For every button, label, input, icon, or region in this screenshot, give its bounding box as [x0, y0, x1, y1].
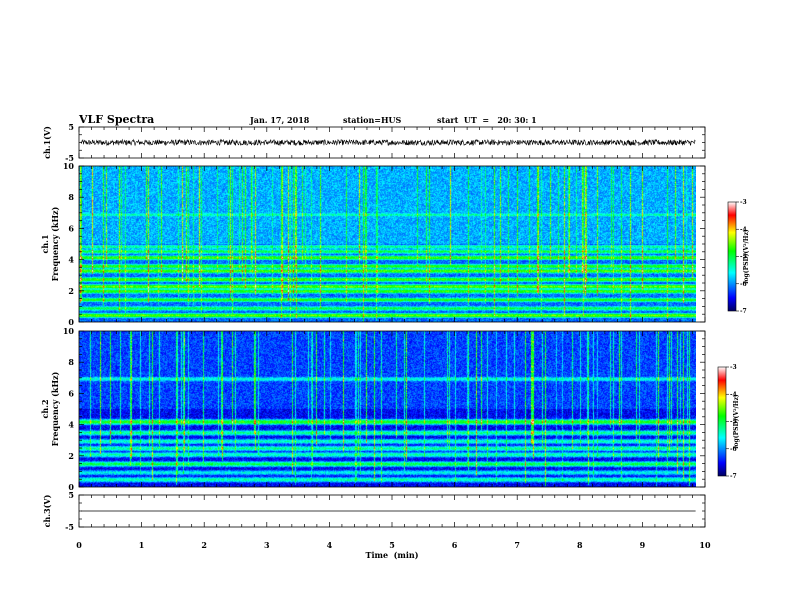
- colorbar-ch2-spectrogram: -3 -4 -5 -6 -7 log(PSD)(V²/Hz): [717, 364, 740, 480]
- y-tick-label: -5: [65, 153, 74, 163]
- y-tick-label: -5: [65, 522, 74, 532]
- y-tick-label: 0: [68, 317, 74, 327]
- spectrogram-image-ch1-spectrogram: [79, 166, 696, 322]
- y-tick-label: 6: [68, 223, 74, 233]
- y-axis-ch2-spectrogram: 0 2 4 6 8 10: [63, 326, 705, 492]
- x-tick-label: 10: [699, 540, 711, 550]
- y-tick-label: 2: [68, 286, 74, 296]
- colorbar-ch1-spectrogram: -3 -4 -5 -6 -7 log(PSD)(V²/Hz): [727, 199, 750, 315]
- y-axis-ch1-spectrogram: 0 2 4 6 8 10: [63, 161, 705, 327]
- y-tick-label: 8: [68, 192, 74, 202]
- x-tick-labels: 0 1 2 3 4 5 6 7 8 9 10: [76, 540, 711, 550]
- y-tick-label: 5: [68, 490, 74, 500]
- colorbar-tick-label: -6: [730, 446, 737, 453]
- y-axis-label-ch1-waveform: ch.1(V): [42, 126, 52, 159]
- colorbar-tick-label: -3: [730, 364, 737, 371]
- x-tick-label: 0: [76, 540, 82, 550]
- y-axis-label-ch3-waveform: ch.3(V): [42, 494, 52, 527]
- colorbar-label: log(PSD)(V²/Hz): [733, 394, 740, 449]
- chart-station: station=HUS: [343, 115, 402, 125]
- x-tick-label: 7: [514, 540, 520, 550]
- y-axis-ch3-waveform: -5 5: [65, 490, 705, 532]
- y-tick-label: 4: [68, 420, 74, 430]
- x-tick-label: 9: [640, 540, 646, 550]
- y-axis-frequency-label-ch1-spectrogram: Frequency (kHz): [50, 206, 60, 281]
- colorbar-label: log(PSD)(V²/Hz): [743, 229, 750, 284]
- y-tick-label: 8: [68, 357, 74, 367]
- x-tick-label: 4: [327, 540, 333, 550]
- y-tick-label: 4: [68, 255, 74, 265]
- colorbar-tick-label: -7: [740, 308, 747, 315]
- spectrogram-image-ch2-spectrogram: [79, 331, 696, 487]
- y-axis-ch1-waveform: -5 5: [65, 122, 705, 163]
- y-tick-label: 6: [68, 388, 74, 398]
- colorbar-tick-label: -3: [740, 199, 747, 206]
- waveform-line-ch1-waveform: [80, 138, 696, 147]
- chart-title: VLF Spectra: [78, 113, 154, 126]
- x-tick-label: 2: [201, 540, 207, 550]
- x-tick-label: 3: [264, 540, 270, 550]
- y-axis-channel-label-ch2-spectrogram: ch.2: [40, 399, 50, 418]
- colorbar-tick-label: -4: [730, 391, 737, 398]
- colorbar-tick-label: -5: [740, 254, 747, 261]
- colorbar-tick-label: -6: [740, 281, 747, 288]
- colorbar-tick-label: -7: [730, 473, 737, 480]
- x-ticks-ch1-waveform: [78, 127, 706, 158]
- x-tick-label: 5: [389, 540, 395, 550]
- y-tick-label: 2: [68, 451, 74, 461]
- y-axis-frequency-label-ch2-spectrogram: Frequency (kHz): [50, 371, 60, 446]
- x-ticks-ch1-spectrogram: [78, 166, 706, 322]
- x-ticks-ch2-spectrogram: [78, 331, 706, 487]
- x-tick-label: 8: [577, 540, 583, 550]
- y-axis-channel-label-ch1-spectrogram: ch.1: [40, 234, 50, 253]
- y-tick-label: 10: [63, 326, 75, 336]
- x-ticks-ch3-waveform: [78, 495, 706, 527]
- chart-date: Jan. 17, 2018: [249, 115, 310, 125]
- colorbar-tick-label: -5: [730, 419, 737, 426]
- colorbar-tick-label: -4: [740, 226, 747, 233]
- colorbar-scale: [727, 201, 737, 312]
- y-tick-label: 10: [63, 161, 75, 171]
- x-tick-label: 6: [452, 540, 458, 550]
- x-axis-label: Time (min): [365, 550, 418, 560]
- colorbar-scale: [717, 366, 727, 477]
- y-tick-label: 0: [68, 482, 74, 492]
- chart-start-ut: start UT = 20: 30: 1: [437, 115, 537, 125]
- y-tick-label: 5: [68, 122, 74, 132]
- x-tick-label: 1: [139, 540, 145, 550]
